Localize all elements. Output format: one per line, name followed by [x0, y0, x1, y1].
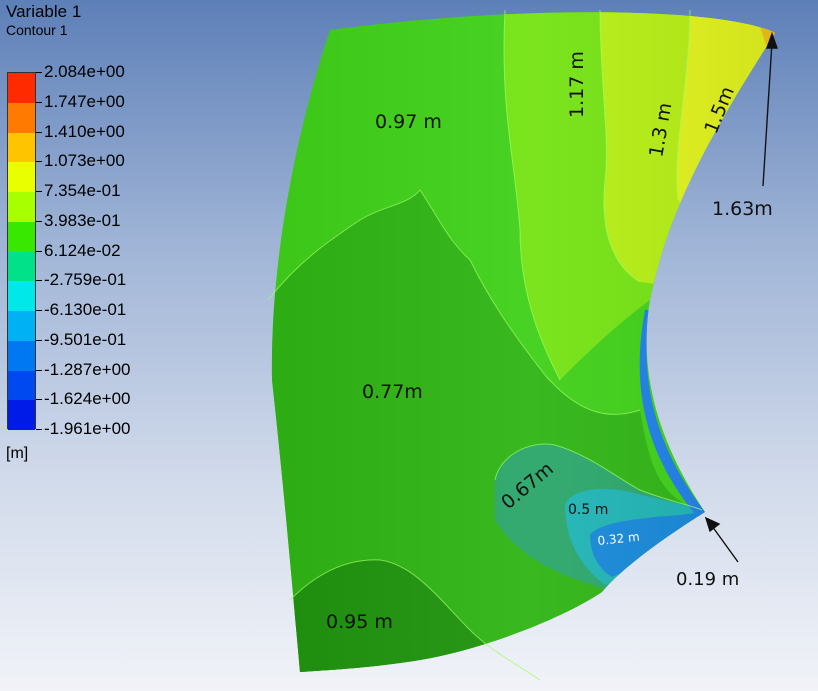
legend-tick	[36, 339, 42, 341]
legend-band	[8, 311, 35, 341]
label-0.5m: 0.5 m	[568, 502, 608, 518]
contour-name: Contour 1	[6, 22, 68, 38]
legend-tick-label: 2.084e+00	[44, 62, 125, 81]
legend-band	[8, 400, 35, 430]
label-1.17m: 1.17 m	[566, 51, 588, 118]
legend-band	[8, 251, 35, 282]
legend-tick	[36, 161, 42, 163]
legend-tick	[36, 280, 42, 282]
legend-tick-label: -1.624e+00	[44, 389, 131, 409]
arrow-1.63	[762, 31, 778, 187]
legend-tick-label: 7.354e-01	[44, 181, 121, 200]
legend-tick-label: 1.073e+00	[44, 151, 125, 171]
label-0.77m: 0.77m	[362, 381, 423, 403]
label-0.32m: 0.32 m	[597, 530, 640, 548]
legend-tick-label: -6.130e-01	[44, 300, 127, 319]
legend-tick-label: -1.961e+00	[44, 419, 131, 438]
legend-band	[8, 192, 35, 222]
legend-band	[8, 162, 35, 192]
legend-tick	[36, 131, 42, 133]
label-0.19m: 0.19 m	[676, 569, 739, 590]
legend-band	[8, 73, 35, 103]
legend-tick-label: 3.983e-01	[44, 210, 121, 230]
legend-tick	[36, 220, 42, 222]
color-legend-bar	[7, 72, 36, 430]
legend-tick-label: 6.124e-02	[44, 240, 121, 260]
legend-title: Variable 1 Contour 1	[6, 2, 81, 38]
legend-band	[8, 102, 35, 133]
label-1.63m: 1.63m	[712, 198, 773, 220]
legend-tick	[36, 250, 42, 252]
contour-lines	[267, 9, 703, 681]
legend-tick-label: -2.759e-01	[44, 270, 127, 290]
legend-tick	[36, 72, 42, 73]
legend-tick	[36, 101, 42, 103]
legend-band	[8, 221, 35, 252]
legend-tick	[36, 310, 42, 311]
legend-tick-label: 1.747e+00	[44, 91, 125, 111]
legend-band	[8, 281, 35, 311]
arrow-0.19	[704, 516, 739, 563]
legend-band	[8, 132, 35, 163]
legend-tick-label: -1.287e+00	[44, 359, 131, 379]
legend-tick	[36, 399, 42, 401]
legend-band	[8, 340, 35, 371]
unit-label: [m]	[6, 445, 29, 462]
variable-name: Variable 1	[6, 2, 82, 21]
legend-tick	[36, 429, 42, 430]
label-0.97m: 0.97 m	[375, 111, 442, 133]
legend-tick	[36, 369, 42, 371]
legend-tick	[36, 191, 42, 192]
legend-tick-label: 1.410e+00	[44, 121, 125, 141]
legend-band	[8, 370, 35, 401]
label-0.95m: 0.95 m	[326, 611, 393, 633]
legend-tick-label: -9.501e-01	[44, 329, 127, 349]
